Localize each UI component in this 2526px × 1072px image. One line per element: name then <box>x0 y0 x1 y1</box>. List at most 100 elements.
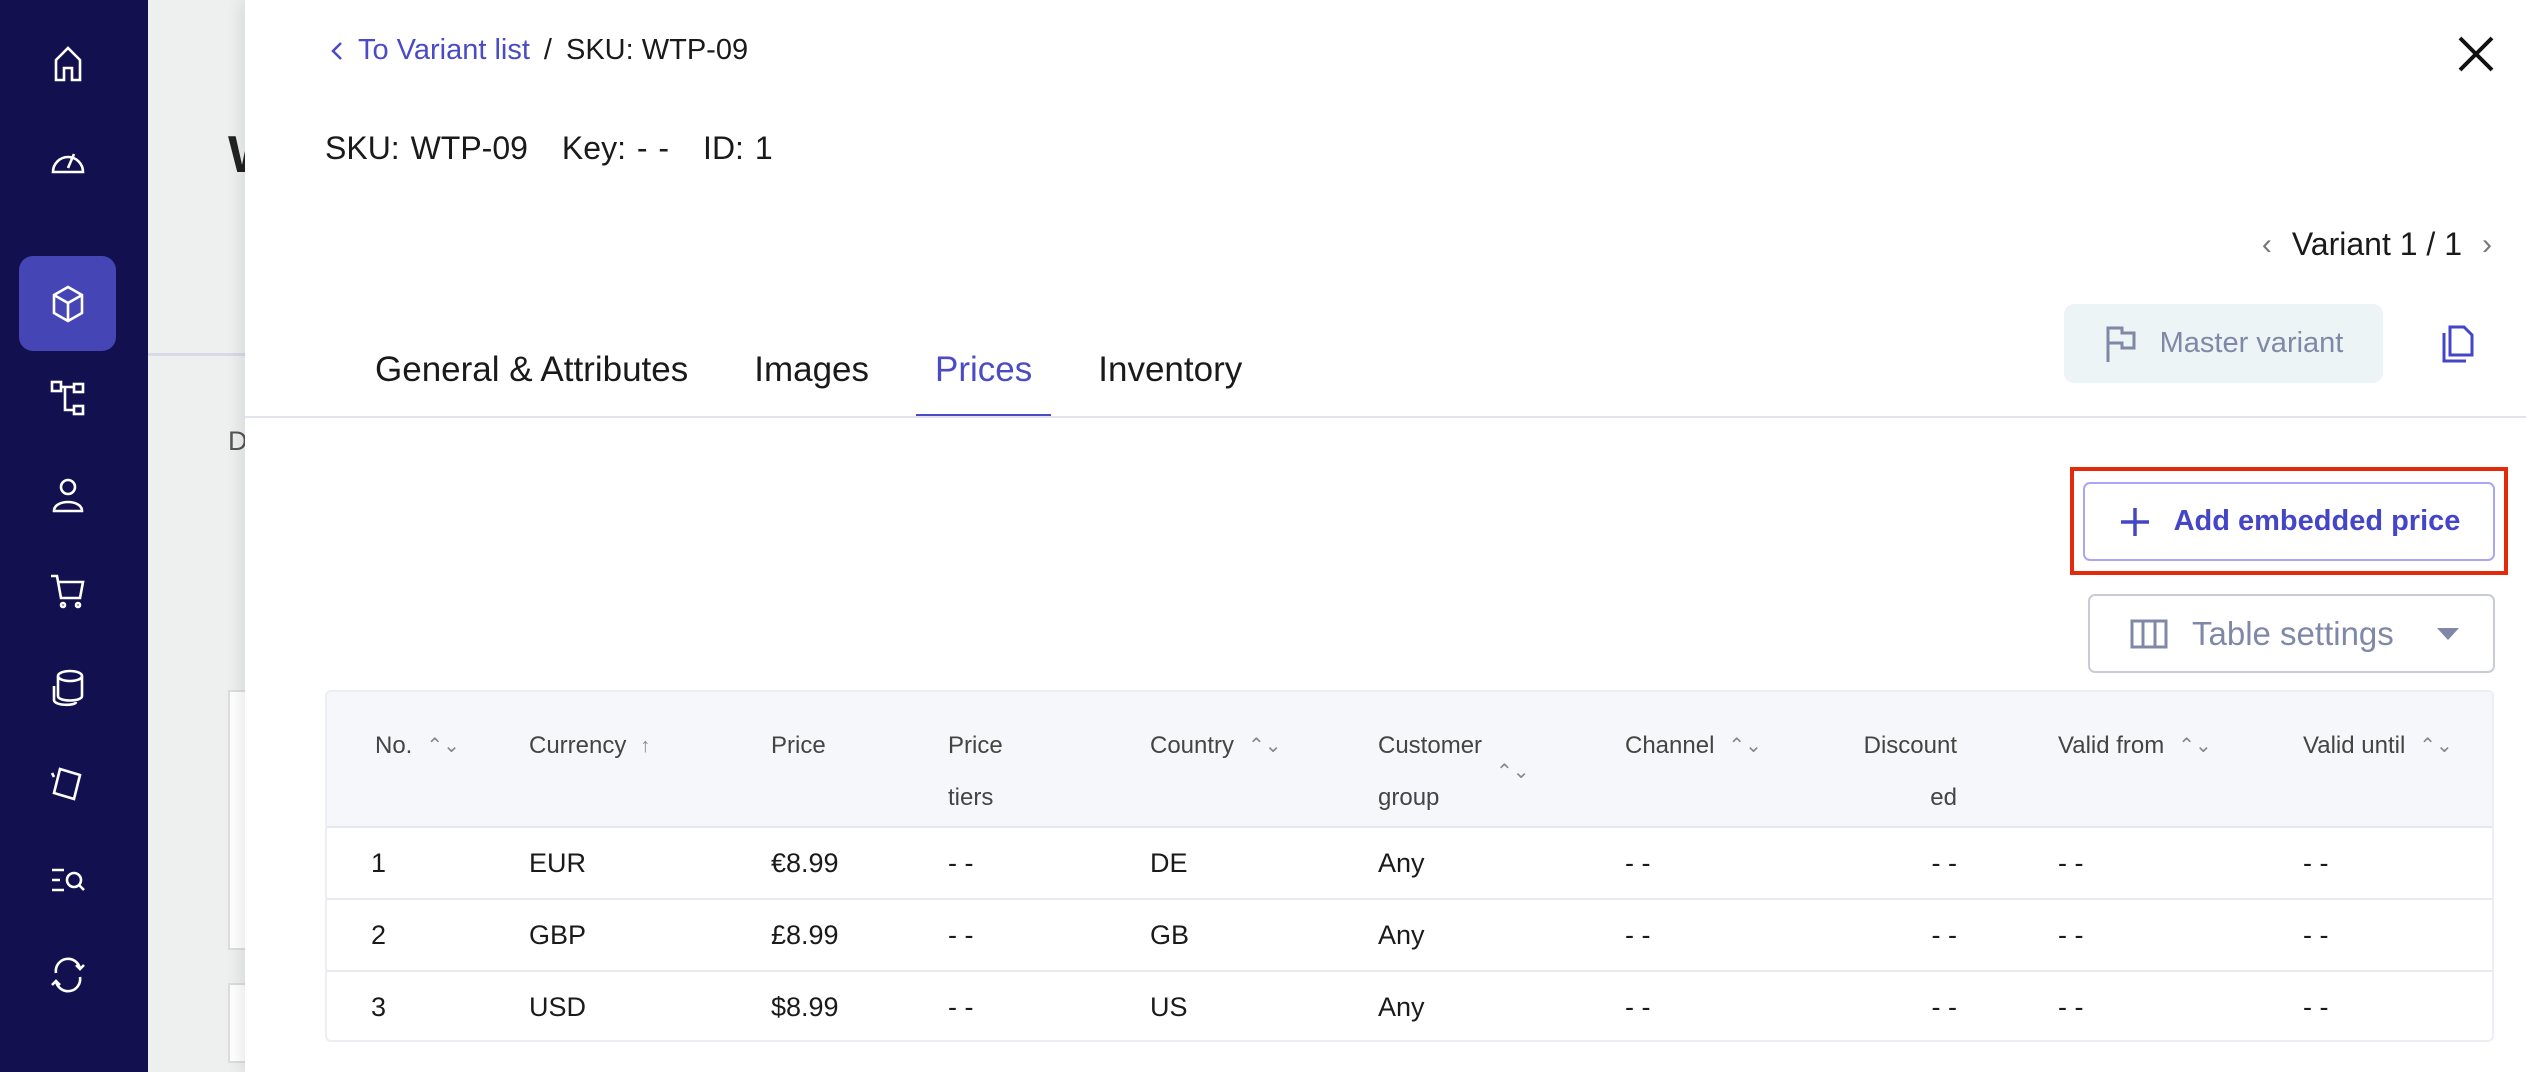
table-cell: - - <box>2058 992 2084 1022</box>
sidebar-item-home[interactable] <box>19 24 116 104</box>
coins-icon <box>52 669 83 707</box>
table-cell: - - <box>2058 920 2084 950</box>
table-cell: - - <box>2303 920 2329 950</box>
tab-prices[interactable]: Prices <box>916 350 1052 418</box>
column-header[interactable]: Price tiers <box>948 720 1003 824</box>
breadcrumb-current: SKU: WTP-09 <box>565 34 749 66</box>
table-cell: - - <box>1931 992 1957 1022</box>
table-cell: US <box>1150 992 1188 1022</box>
background-card <box>228 690 245 950</box>
column-header[interactable]: Country ⌃⌄ <box>1150 720 1282 772</box>
sort-icon[interactable]: ↑ <box>640 735 651 757</box>
table-row[interactable]: 1 EUR €8.99 - - DE Any - - - - - - - - <box>327 828 2492 900</box>
highlight-box <box>2070 467 2508 575</box>
table-cell: 1 <box>371 848 387 878</box>
master-variant-button[interactable]: Master variant <box>2064 304 2383 383</box>
column-header[interactable]: Channel ⌃⌄ <box>1625 720 1762 772</box>
table-row[interactable]: 3 USD $8.99 - - US Any - - - - - - - - <box>327 972 2492 1040</box>
background-label: D <box>228 426 245 456</box>
column-header[interactable]: Discount ed <box>1864 720 1957 824</box>
table-cell: - - <box>2058 848 2084 878</box>
table-cell: DE <box>1150 848 1188 878</box>
sidebar-item-dashboard-gauge[interactable] <box>19 120 116 200</box>
table-settings-dropdown[interactable]: Table settings <box>2088 594 2495 673</box>
sidebar-item-user[interactable] <box>19 455 116 535</box>
table-cell: Any <box>1378 920 1425 950</box>
table-cell: USD <box>529 992 587 1022</box>
table-settings-label: Table settings <box>2192 614 2394 652</box>
table-body: 1 EUR €8.99 - - DE Any - - - - - - - - 2 GBP £8.99 - … <box>327 828 2492 1040</box>
sort-icon[interactable]: ⌃⌄ <box>1248 735 1282 757</box>
table-cell: 2 <box>371 920 387 950</box>
sort-icon[interactable]: ⌃⌄ <box>1496 761 1530 783</box>
column-label: Customer group <box>1378 732 1483 811</box>
home-icon <box>54 46 81 82</box>
variant-counter: Variant 1 / 1 <box>2291 226 2462 262</box>
variant-detail-panel: To Variant list / SKU: WTP-09 SKU: WTP-0… <box>245 0 2526 1072</box>
prices-table: No. ⌃⌄ Currency ↑ Price Price tiers Country ⌃⌄ Cu… <box>325 690 2494 1042</box>
sidebar-item-coins[interactable] <box>19 648 116 728</box>
tab-general-attributes[interactable]: General & Attributes <box>375 350 689 389</box>
table-cell: €8.99 <box>771 848 839 878</box>
id: ID: 1 <box>703 130 773 166</box>
chevron-right-icon[interactable]: › <box>2482 227 2492 261</box>
variant-navigator: ‹ Variant 1 / 1 › <box>2262 226 2492 263</box>
add-embedded-price-button[interactable]: Add embedded price <box>2083 482 2495 561</box>
copy-icon[interactable] <box>2440 325 2476 363</box>
column-header[interactable]: Price <box>771 720 826 772</box>
cube-icon <box>52 285 83 322</box>
sort-icon[interactable]: ⌃⌄ <box>2419 735 2453 757</box>
column-label: Valid until <box>2303 732 2406 759</box>
chevron-left-icon[interactable]: ‹ <box>2261 227 2272 261</box>
breadcrumb: To Variant list / SKU: WTP-09 <box>330 34 748 67</box>
sidebar-item-cart[interactable] <box>19 551 116 631</box>
sidebar-item-discount-tag[interactable] <box>19 743 116 823</box>
sidebar <box>0 0 148 1072</box>
column-label: Currency <box>529 732 627 759</box>
column-label: Channel <box>1625 732 1715 759</box>
breadcrumb-separator: / <box>543 34 552 66</box>
tab-inventory[interactable]: Inventory <box>1098 350 1243 389</box>
column-label: Country <box>1150 732 1235 759</box>
tabs-divider <box>245 416 2526 418</box>
sidebar-item-category-tree[interactable] <box>19 358 116 438</box>
add-price-label: Add embedded price <box>2173 505 2461 537</box>
background-title: W <box>228 125 245 185</box>
sort-icon[interactable]: ⌃⌄ <box>2178 735 2212 757</box>
background-page: W D <box>148 0 245 1072</box>
sort-icon[interactable]: ⌃⌄ <box>1728 735 1762 757</box>
table-cell: - - <box>2303 848 2329 878</box>
divider <box>148 353 245 356</box>
table-cell: - - <box>948 848 974 878</box>
table-cell: $8.99 <box>771 992 839 1022</box>
search-list-icon <box>51 868 85 892</box>
column-label: No. <box>375 732 413 759</box>
table-header: No. ⌃⌄ Currency ↑ Price Price tiers Country ⌃⌄ Cu… <box>327 692 2492 828</box>
table-cell: GB <box>1150 920 1190 950</box>
category-tree-icon <box>50 380 84 416</box>
column-header[interactable]: No. ⌃⌄ <box>375 720 460 772</box>
table-cell: EUR <box>529 848 587 878</box>
table-cell: - - <box>1931 848 1957 878</box>
background-button <box>228 983 245 1063</box>
close-icon[interactable] <box>2454 32 2498 76</box>
chevron-left-icon <box>331 41 342 60</box>
column-header[interactable]: Customer group ⌃⌄ <box>1378 720 1530 824</box>
column-label: Price tiers <box>948 732 1003 811</box>
sidebar-item-sync[interactable] <box>19 935 116 1015</box>
table-row[interactable]: 2 GBP £8.99 - - GB Any - - - - - - - - <box>327 900 2492 972</box>
tab-images[interactable]: Images <box>754 350 870 389</box>
column-header[interactable]: Valid until ⌃⌄ <box>2303 720 2453 772</box>
sidebar-item-cube[interactable] <box>19 256 116 351</box>
column-label: Discount ed <box>1863 732 1957 811</box>
back-to-variant-list-link[interactable]: To Variant list <box>330 34 530 67</box>
master-variant-label: Master variant <box>2159 327 2344 359</box>
column-header[interactable]: Valid from ⌃⌄ <box>2058 720 2212 772</box>
tabs: General & Attributes Images Prices Inventor… <box>356 350 1289 418</box>
column-header[interactable]: Currency ↑ <box>529 720 650 772</box>
table-cell: - - <box>1625 992 1651 1022</box>
sidebar-item-search-list[interactable] <box>19 840 116 920</box>
flag-icon <box>2106 326 2136 362</box>
sort-icon[interactable]: ⌃⌄ <box>426 735 460 757</box>
page-title: SKU: WTP-09 Key: - - ID: 1 <box>325 130 807 167</box>
